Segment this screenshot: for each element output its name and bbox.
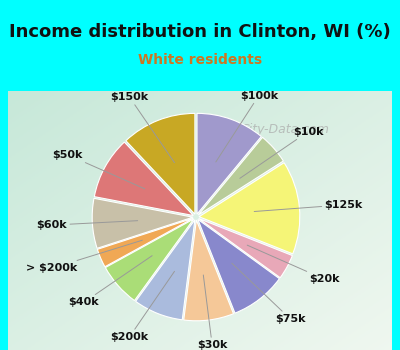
- Wedge shape: [136, 220, 195, 320]
- Text: City-Data.com: City-Data.com: [240, 123, 329, 136]
- Wedge shape: [184, 220, 234, 321]
- Text: White residents: White residents: [138, 52, 262, 66]
- Text: $10k: $10k: [240, 127, 323, 178]
- Wedge shape: [198, 137, 283, 215]
- Text: $60k: $60k: [37, 220, 138, 230]
- Wedge shape: [105, 219, 194, 301]
- Text: > $200k: > $200k: [26, 240, 142, 273]
- Text: $40k: $40k: [68, 256, 152, 307]
- Wedge shape: [92, 198, 193, 248]
- Text: $200k: $200k: [110, 271, 174, 342]
- Wedge shape: [94, 142, 193, 216]
- Text: $125k: $125k: [254, 200, 363, 211]
- Text: $75k: $75k: [232, 263, 306, 324]
- Text: $150k: $150k: [110, 92, 174, 163]
- Text: Income distribution in Clinton, WI (%): Income distribution in Clinton, WI (%): [9, 22, 391, 41]
- Wedge shape: [199, 163, 300, 254]
- Text: $100k: $100k: [216, 91, 278, 162]
- Text: $20k: $20k: [247, 245, 340, 284]
- Wedge shape: [198, 219, 280, 313]
- Wedge shape: [97, 218, 193, 267]
- Wedge shape: [197, 113, 261, 214]
- Wedge shape: [126, 113, 195, 214]
- Wedge shape: [199, 218, 292, 278]
- Text: $50k: $50k: [52, 150, 145, 189]
- Text: $30k: $30k: [197, 275, 227, 350]
